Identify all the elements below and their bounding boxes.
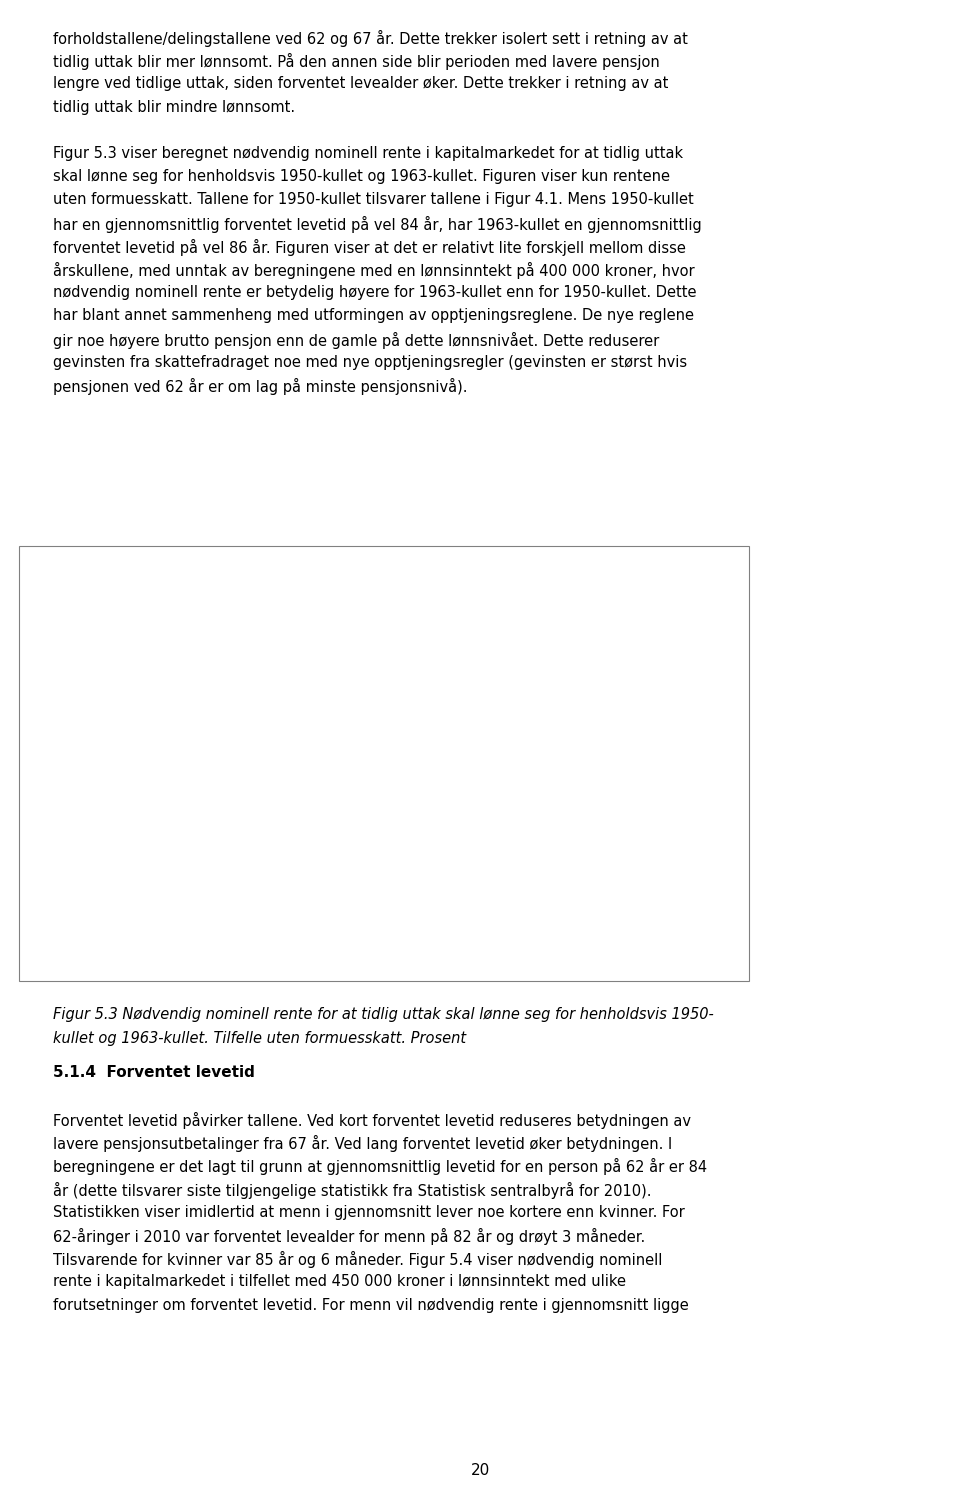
Bar xyxy=(380,729,401,909)
Bar xyxy=(321,737,342,909)
Text: beregningene er det lagt til grunn at gjennomsnittlig levetid for en person på 6: beregningene er det lagt til grunn at gj… xyxy=(53,1159,707,1175)
Bar xyxy=(441,726,461,909)
Text: kullet og 1963-kullet. Tilfelle uten formuesskatt. Prosent: kullet og 1963-kullet. Tilfelle uten for… xyxy=(53,1030,466,1046)
Text: gevinsten fra skattefradraget noe med nye opptjeningsregler (gevinsten er størst: gevinsten fra skattefradraget noe med ny… xyxy=(53,355,687,370)
Text: skal lønne seg for henholdsvis 1950-kullet og 1963-kullet. Figuren viser kun ren: skal lønne seg for henholdsvis 1950-kull… xyxy=(53,169,670,184)
Text: forventet levetid på vel 86 år. Figuren viser at det er relativt lite forskjell : forventet levetid på vel 86 år. Figuren … xyxy=(53,238,685,256)
Bar xyxy=(180,759,201,909)
Text: 5.1.4  Forventet levetid: 5.1.4 Forventet levetid xyxy=(53,1066,254,1081)
Text: Figur 5.3 Nødvendig nominell rente for at tidlig uttak skal lønne seg for henhol: Figur 5.3 Nødvendig nominell rente for a… xyxy=(53,1007,713,1022)
Text: tidlig uttak blir mindre lønnsomt.: tidlig uttak blir mindre lønnsomt. xyxy=(53,99,295,115)
Bar xyxy=(120,814,141,909)
Bar xyxy=(500,722,521,909)
Text: 62-åringer i 2010 var forventet levealder for menn på 82 år og drøyt 3 måneder.: 62-åringer i 2010 var forventet levealde… xyxy=(53,1228,645,1246)
Text: nødvendig nominell rente er betydelig høyere for 1963-kullet enn for 1950-kullet: nødvendig nominell rente er betydelig hø… xyxy=(53,284,696,301)
Bar xyxy=(261,750,282,909)
Text: 20: 20 xyxy=(470,1463,490,1478)
Text: lengre ved tidlige uttak, siden forventet levealder øker. Dette trekker i retnin: lengre ved tidlige uttak, siden forvente… xyxy=(53,76,668,91)
Text: forutsetninger om forventet levetid. For menn vil nødvendig rente i gjennomsnitt: forutsetninger om forventet levetid. For… xyxy=(53,1298,688,1313)
X-axis label: Lønnsinntekt. 1 000 kroner: Lønnsinntekt. 1 000 kroner xyxy=(307,934,514,951)
Text: Statistikken viser imidlertid at menn i gjennomsnitt lever noe kortere enn kvinn: Statistikken viser imidlertid at menn i … xyxy=(53,1205,684,1220)
Text: Tilsvarende for kvinner var 85 år og 6 måneder. Figur 5.4 viser nødvendig nomine: Tilsvarende for kvinner var 85 år og 6 m… xyxy=(53,1251,662,1268)
Bar xyxy=(659,707,680,909)
Text: forholdstallene/delingstallene ved 62 og 67 år. Dette trekker isolert sett i ret: forholdstallene/delingstallene ved 62 og… xyxy=(53,30,687,46)
Bar xyxy=(560,719,581,909)
Bar xyxy=(201,766,222,909)
Text: år (dette tilsvarer siste tilgjengelige statistikk fra Statistisk sentralbyrå fo: år (dette tilsvarer siste tilgjengelige … xyxy=(53,1181,651,1199)
Bar xyxy=(680,726,701,909)
Text: gir noe høyere brutto pensjon enn de gamle på dette lønnsnivået. Dette reduserer: gir noe høyere brutto pensjon enn de gam… xyxy=(53,332,660,349)
Text: Figur 5.3 viser beregnet nødvendig nominell rente i kapitalmarkedet for at tidli: Figur 5.3 viser beregnet nødvendig nomin… xyxy=(53,145,683,162)
Text: uten formuesskatt. Tallene for 1950-kullet tilsvarer tallene i Figur 4.1. Mens 1: uten formuesskatt. Tallene for 1950-kull… xyxy=(53,193,693,208)
Bar xyxy=(599,711,620,909)
Text: lavere pensjonsutbetalinger fra 67 år. Ved lang forventet levetid øker betydning: lavere pensjonsutbetalinger fra 67 år. V… xyxy=(53,1135,672,1153)
Bar xyxy=(300,744,321,909)
Text: har en gjennomsnittlig forventet levetid på vel 84 år, har 1963-kullet en gjenno: har en gjennomsnittlig forventet levetid… xyxy=(53,216,702,232)
Legend: 1950-kullet, 1963-kullet: 1950-kullet, 1963-kullet xyxy=(98,593,209,648)
Bar xyxy=(479,723,500,909)
Text: årskullene, med unntak av beregningene med en lønnsinntekt på 400 000 kroner, hv: årskullene, med unntak av beregningene m… xyxy=(53,262,694,278)
Text: tidlig uttak blir mer lønnsomt. På den annen side blir perioden med lavere pensj: tidlig uttak blir mer lønnsomt. På den a… xyxy=(53,52,660,70)
Bar xyxy=(539,716,560,909)
Text: Forventet levetid påvirker tallene. Ved kort forventet levetid reduseres betydni: Forventet levetid påvirker tallene. Ved … xyxy=(53,1112,691,1129)
Text: pensjonen ved 62 år er om lag på minste pensjonsnivå).: pensjonen ved 62 år er om lag på minste … xyxy=(53,377,468,395)
Text: rente i kapitalmarkedet i tilfellet med 450 000 kroner i lønnsinntekt med ulike: rente i kapitalmarkedet i tilfellet med … xyxy=(53,1274,626,1289)
Bar xyxy=(360,740,380,909)
Text: har blant annet sammenheng med utformingen av opptjeningsreglene. De nye reglene: har blant annet sammenheng med utforming… xyxy=(53,308,694,323)
Bar xyxy=(420,732,441,909)
Bar xyxy=(141,777,162,909)
Bar xyxy=(620,716,640,909)
Bar xyxy=(240,741,261,909)
